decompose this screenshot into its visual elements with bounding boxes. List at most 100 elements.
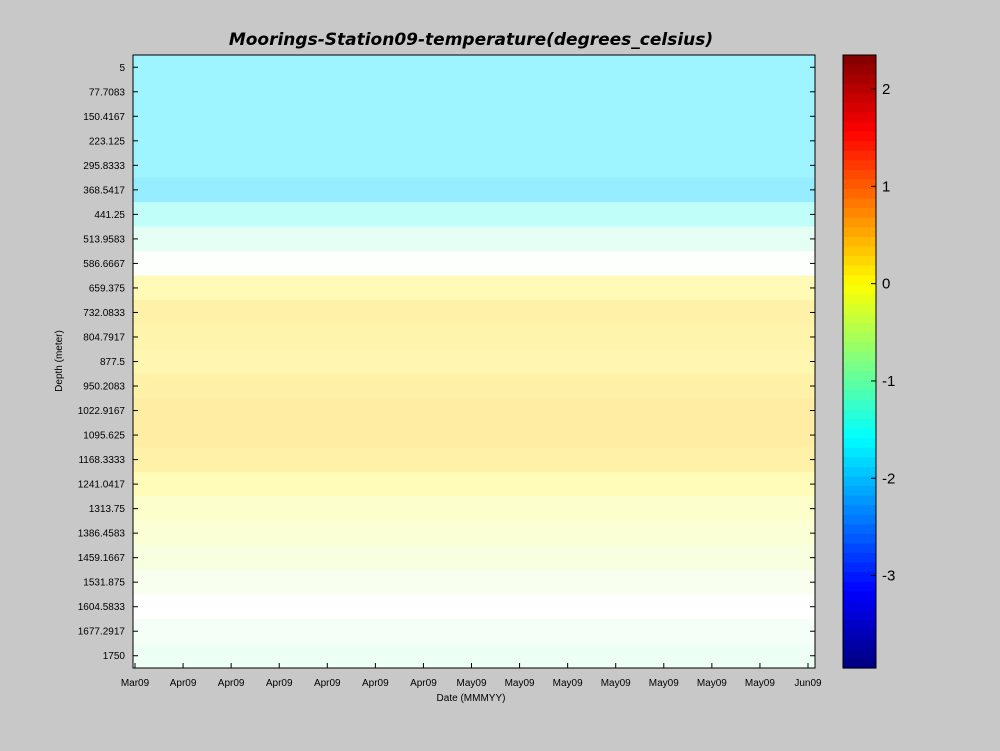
colorbar-step — [843, 648, 876, 660]
colorbar-step — [843, 438, 876, 449]
colorbar-step — [843, 236, 876, 248]
colorbar-step — [843, 495, 876, 506]
x-tick-label: May09 — [745, 678, 775, 689]
colorbar-step — [843, 275, 876, 286]
colorbar-step — [843, 55, 876, 66]
heatmap-row — [133, 79, 815, 105]
colorbar-tick-label: 1 — [882, 178, 890, 195]
colorbar-step — [843, 150, 876, 161]
y-axis-ticks: 5 77.7083 150.4167 223.125 295.8333 368.5417 4… — [78, 63, 815, 662]
colorbar-step — [843, 600, 876, 612]
colorbar-step — [843, 179, 876, 190]
colorbar-step — [843, 399, 876, 410]
x-tick-label: Apr09 — [170, 678, 197, 689]
heatmap-cells — [133, 55, 815, 669]
colorbar-step — [843, 265, 876, 276]
heatmap-row — [133, 398, 815, 424]
x-tick-label: Apr09 — [410, 678, 437, 689]
x-tick-label: Apr09 — [362, 678, 389, 689]
colorbar-step — [843, 217, 876, 229]
y-tick-label: 1604.5833 — [78, 602, 126, 613]
y-tick-label: 1095.625 — [83, 431, 125, 442]
colorbar-step — [843, 572, 876, 583]
colorbar-step — [843, 131, 876, 142]
heatmap-row — [133, 324, 815, 350]
colorbar-step — [843, 93, 876, 104]
heatmap-row — [133, 55, 815, 81]
y-tick-label: 1386.4583 — [78, 529, 126, 540]
colorbar-step — [843, 351, 876, 363]
colorbar-step — [843, 64, 876, 75]
heatmap-row — [133, 594, 815, 620]
colorbar-step — [843, 332, 876, 343]
y-tick-label: 1241.0417 — [78, 480, 126, 491]
y-tick-label: 1313.75 — [89, 504, 126, 515]
heatmap-row — [133, 373, 815, 399]
colorbar-step — [843, 294, 876, 305]
heatmap-row — [133, 447, 815, 473]
x-axis-label: Date (MMMYY) — [437, 693, 506, 704]
colorbar-step — [843, 591, 876, 602]
colorbar-step — [843, 466, 876, 478]
y-tick-label: 441.25 — [94, 210, 125, 221]
y-tick-label: 586.6667 — [83, 259, 125, 270]
colorbar-step — [843, 361, 876, 372]
colorbar-step — [843, 313, 876, 324]
y-tick-label: 1022.9167 — [78, 406, 126, 417]
y-tick-label: 1677.2917 — [78, 627, 126, 638]
colorbar-step — [843, 227, 876, 238]
colorbar-step — [843, 371, 876, 382]
colorbar-step — [843, 284, 876, 296]
colorbar-step — [843, 658, 876, 669]
x-tick-label: May09 — [553, 678, 583, 689]
heatmap-row — [133, 251, 815, 277]
heatmap-row — [133, 128, 815, 154]
heatmap-row — [133, 496, 815, 522]
colorbar-tick-label: -3 — [882, 568, 895, 585]
y-tick-label: 1459.1667 — [78, 553, 126, 564]
colorbar-step — [843, 639, 876, 650]
heatmap-row — [133, 226, 815, 252]
colorbar-step — [843, 160, 876, 171]
x-tick-label: May09 — [649, 678, 679, 689]
colorbar-step — [843, 380, 876, 391]
heatmap-row — [133, 545, 815, 571]
y-tick-label: 1168.3333 — [78, 455, 125, 466]
heatmap-row — [133, 569, 815, 595]
colorbar-step — [843, 447, 876, 458]
y-tick-label: 150.4167 — [83, 112, 125, 123]
heatmap-row — [133, 202, 815, 228]
x-axis-ticks: Mar09 Apr09 Apr09 Apr09 Apr09 Apr09 Apr09 May09… — [121, 663, 822, 689]
colorbar-step — [843, 486, 876, 497]
x-tick-label: Jun09 — [794, 678, 822, 689]
colorbar-step — [843, 189, 876, 200]
y-tick-label: 950.2083 — [83, 382, 125, 393]
colorbar-step — [843, 553, 876, 564]
x-tick-label: May09 — [697, 678, 727, 689]
colorbar-step — [843, 102, 876, 114]
heatmap-row — [133, 422, 815, 448]
colorbar-step — [843, 208, 876, 219]
heatmap-row — [133, 300, 815, 326]
colorbar-step — [843, 428, 876, 439]
heatmap-row — [133, 177, 815, 203]
colorbar-tick-label: -2 — [882, 470, 895, 487]
colorbar-step — [843, 514, 876, 525]
colorbar-step — [843, 342, 876, 353]
colorbar-step — [843, 533, 876, 545]
y-tick-label: 368.5417 — [83, 185, 125, 196]
colorbar-tick-label: 0 — [882, 276, 890, 293]
x-tick-label: May09 — [601, 678, 631, 689]
y-tick-label: 804.7917 — [83, 332, 125, 343]
heatmap-row — [133, 520, 815, 546]
colorbar-step — [843, 562, 876, 573]
colorbar-step — [843, 323, 876, 334]
colorbar-step — [843, 409, 876, 420]
y-tick-label: 295.8333 — [83, 161, 125, 172]
colorbar-step — [843, 198, 876, 209]
y-tick-label: 77.7083 — [89, 87, 126, 98]
colorbar-step — [843, 169, 876, 181]
x-tick-label: May09 — [456, 678, 486, 689]
colorbar-step — [843, 141, 876, 152]
